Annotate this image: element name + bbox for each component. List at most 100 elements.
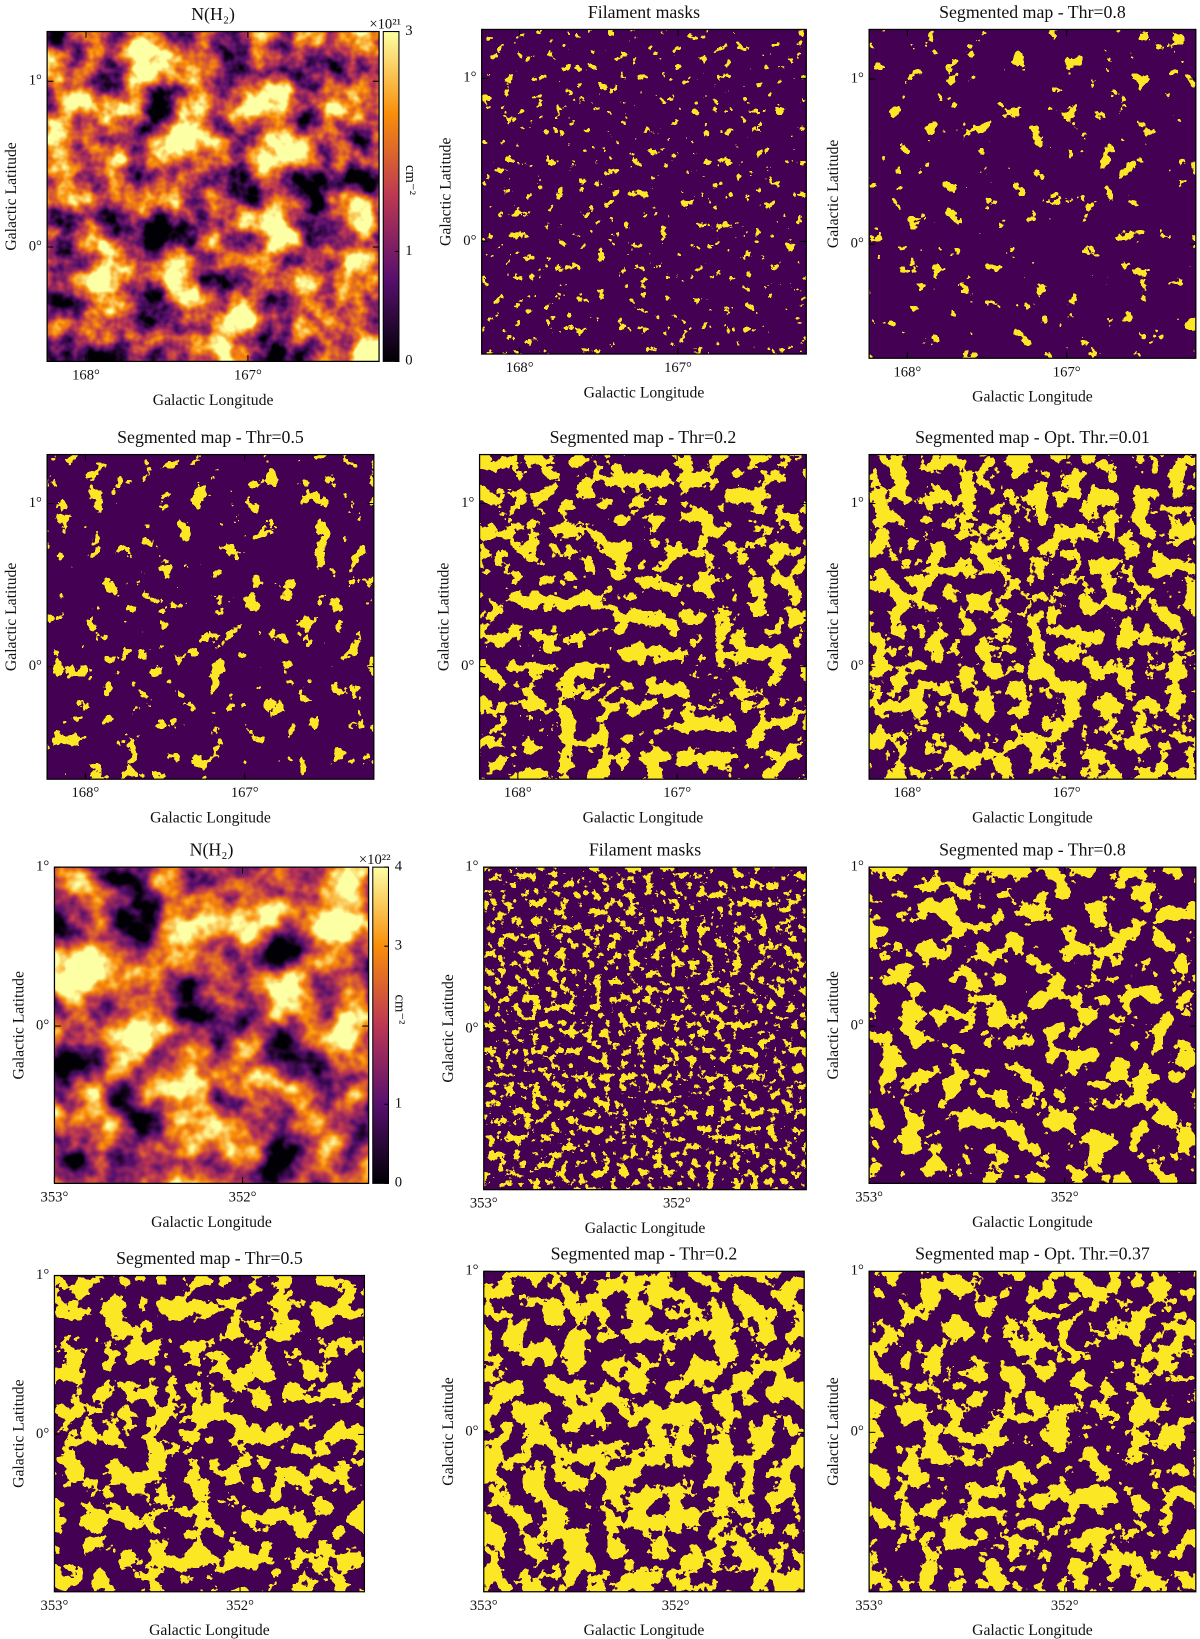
x-tick-label: 352° bbox=[1051, 1189, 1079, 1205]
x-tick-label: 352° bbox=[229, 1189, 257, 1205]
frame bbox=[868, 866, 1197, 1185]
colorbar-label: cm⁻² bbox=[402, 165, 418, 196]
colorbar bbox=[382, 31, 400, 362]
y-tick-label: 1° bbox=[465, 859, 478, 875]
x-tick-label: 352° bbox=[226, 1598, 254, 1614]
panel-title: Filament masks bbox=[589, 840, 701, 860]
map-image bbox=[479, 454, 807, 780]
colorbar-tick-label: 3 bbox=[395, 938, 402, 954]
panel-title: N(H₂) bbox=[191, 4, 235, 25]
y-tick-label: 1° bbox=[36, 1267, 49, 1283]
x-tick-label: 168° bbox=[504, 785, 532, 801]
frame bbox=[868, 28, 1197, 359]
x-tick-label: 168° bbox=[506, 360, 534, 376]
panel-title: Filament masks bbox=[588, 2, 700, 22]
panel: N(H₂) Galactic Longitude Galactic Latitude… bbox=[11, 840, 408, 1231]
x-tick-label: 168° bbox=[893, 364, 921, 380]
frame bbox=[868, 1270, 1197, 1593]
colorbar-tick-label: 0 bbox=[405, 353, 412, 369]
y-tick-label: 0° bbox=[465, 1021, 478, 1037]
map-image bbox=[481, 29, 807, 355]
y-axis-label: Galactic Latitude bbox=[825, 1377, 842, 1485]
x-tick-label: 167° bbox=[1053, 785, 1081, 801]
y-tick-label: 0° bbox=[36, 1426, 49, 1442]
y-tick-label: 1° bbox=[29, 495, 42, 511]
panel: Segmented map - Thr=0.2 Galactic Longitud… bbox=[436, 427, 807, 827]
frame bbox=[53, 1274, 366, 1593]
map-image bbox=[54, 867, 369, 1184]
panel-title: Segmented map - Thr=0.5 bbox=[117, 427, 304, 447]
y-tick-label: 1° bbox=[851, 70, 864, 86]
y-axis-label: Galactic Latitude bbox=[825, 140, 842, 248]
map-image bbox=[483, 1271, 805, 1592]
x-tick-label: 167° bbox=[1053, 364, 1081, 380]
y-axis-label: Galactic Latitude bbox=[440, 974, 457, 1082]
y-tick-label: 1° bbox=[461, 495, 474, 511]
x-axis-label: Galactic Longitude bbox=[584, 384, 705, 401]
panel: Segmented map - Thr=0.2 Galactic Longitud… bbox=[440, 1244, 805, 1639]
x-axis-label: Galactic Longitude bbox=[151, 1214, 272, 1231]
y-tick-label: 1° bbox=[36, 859, 49, 875]
x-axis-label: Galactic Longitude bbox=[584, 1622, 705, 1639]
frame bbox=[478, 453, 807, 780]
map-image bbox=[869, 29, 1196, 359]
x-tick-label: 167° bbox=[664, 360, 692, 376]
y-axis-label: Galactic Latitude bbox=[440, 1377, 457, 1485]
y-tick-label: 0° bbox=[851, 1424, 864, 1440]
x-axis-label: Galactic Longitude bbox=[972, 1214, 1093, 1231]
x-tick-label: 352° bbox=[1051, 1598, 1079, 1614]
y-axis-label: Galactic Latitude bbox=[825, 971, 842, 1079]
map-image bbox=[869, 454, 1196, 780]
x-axis-label: Galactic Longitude bbox=[153, 392, 274, 409]
panel: N(H₂) Galactic Longitude Galactic Latitude… bbox=[3, 4, 418, 409]
x-tick-label: 352° bbox=[663, 1196, 691, 1212]
panel: Segmented map - Thr=0.5 Galactic Longitud… bbox=[3, 427, 375, 827]
frame bbox=[53, 866, 370, 1185]
frame bbox=[483, 866, 807, 1191]
panel-title: Segmented map - Opt. Thr.=0.01 bbox=[915, 427, 1150, 447]
x-tick-label: 353° bbox=[470, 1598, 498, 1614]
x-tick-label: 353° bbox=[41, 1189, 69, 1205]
map-image bbox=[54, 1275, 365, 1592]
y-axis-label: Galactic Latitude bbox=[3, 142, 20, 250]
frame bbox=[46, 453, 375, 780]
colorbar-tick-label: 1 bbox=[395, 1096, 402, 1112]
y-tick-label: 1° bbox=[29, 73, 42, 89]
y-axis-label: Galactic Latitude bbox=[438, 137, 455, 245]
y-tick-label: 0° bbox=[29, 238, 42, 254]
x-axis-label: Galactic Longitude bbox=[972, 1622, 1093, 1639]
panel-title: Segmented map - Thr=0.8 bbox=[939, 840, 1126, 860]
y-tick-label: 1° bbox=[465, 1263, 478, 1279]
map-image bbox=[47, 31, 380, 362]
colorbar-multiplier: ×10²² bbox=[359, 852, 391, 868]
frame bbox=[483, 1270, 805, 1593]
y-tick-label: 0° bbox=[465, 1424, 478, 1440]
panel-title: Segmented map - Thr=0.8 bbox=[939, 2, 1126, 22]
y-tick-label: 1° bbox=[851, 1263, 864, 1279]
colorbar-label: cm⁻² bbox=[392, 994, 408, 1025]
x-axis-label: Galactic Longitude bbox=[150, 810, 271, 827]
panel-title: Segmented map - Thr=0.2 bbox=[550, 427, 737, 447]
y-tick-label: 0° bbox=[851, 1017, 864, 1033]
frame bbox=[868, 453, 1197, 780]
x-tick-label: 352° bbox=[662, 1598, 690, 1614]
frame bbox=[46, 30, 380, 363]
y-tick-label: 1° bbox=[463, 70, 476, 86]
map-image bbox=[869, 867, 1196, 1184]
y-axis-label: Galactic Latitude bbox=[436, 563, 453, 671]
map-image bbox=[483, 867, 807, 1190]
panel-title: Segmented map - Opt. Thr.=0.37 bbox=[915, 1244, 1150, 1264]
x-tick-label: 167° bbox=[231, 785, 259, 801]
x-axis-label: Galactic Longitude bbox=[585, 1220, 706, 1237]
y-axis-label: Galactic Latitude bbox=[3, 563, 20, 671]
colorbar-tick-label: 3 bbox=[405, 23, 412, 39]
x-tick-label: 353° bbox=[41, 1598, 69, 1614]
x-tick-label: 353° bbox=[470, 1196, 498, 1212]
panel-title: Segmented map - Thr=0.2 bbox=[551, 1244, 738, 1264]
y-tick-label: 0° bbox=[36, 1017, 49, 1033]
x-axis-label: Galactic Longitude bbox=[149, 1622, 270, 1639]
y-axis-label: Galactic Latitude bbox=[11, 1379, 28, 1487]
panel: Segmented map - Opt. Thr.=0.37 Galactic L… bbox=[825, 1244, 1197, 1639]
y-axis-label: Galactic Latitude bbox=[825, 563, 842, 671]
